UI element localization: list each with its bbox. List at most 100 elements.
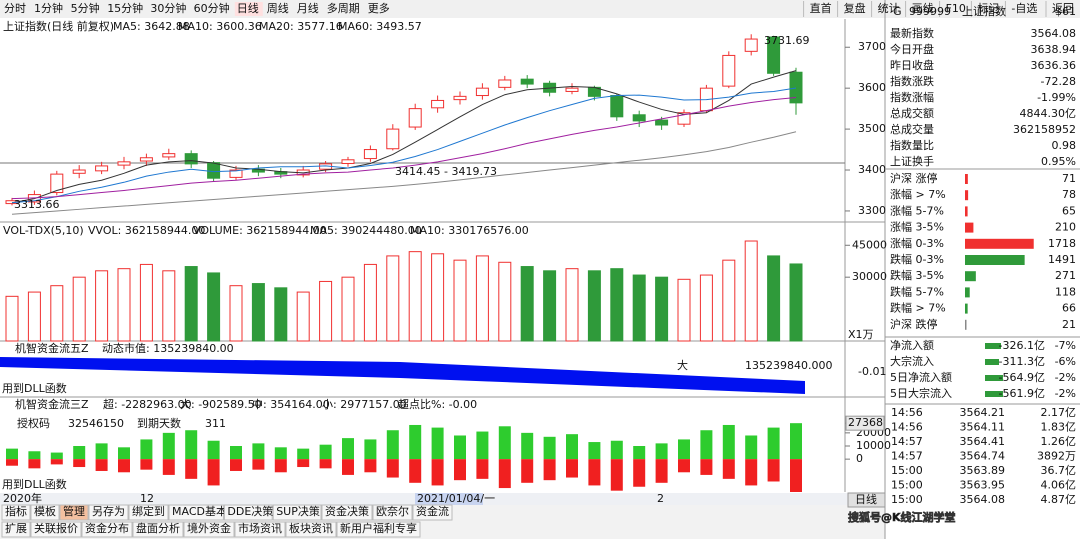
toolbar-button[interactable]: 1分钟 (34, 1, 63, 15)
flow-bar (498, 459, 511, 489)
flow-bar (297, 459, 310, 468)
tab[interactable] (168, 504, 224, 521)
volume-bar (543, 270, 557, 342)
volume-bar (520, 266, 534, 342)
tab[interactable] (372, 504, 413, 521)
quote-value: -1.99% (1037, 91, 1076, 104)
breadth-bar (965, 319, 967, 330)
tab[interactable] (336, 521, 421, 538)
tab-label[interactable]: 欧奈尔 (376, 504, 409, 518)
legend-entry: 大: -902589.50 (180, 397, 262, 411)
tab[interactable] (285, 521, 337, 538)
toolbar-button[interactable]: 标记 (977, 1, 999, 15)
toolbar-button[interactable]: 直首 (810, 1, 832, 15)
tab[interactable] (183, 521, 235, 538)
flow-bar (140, 439, 153, 460)
candle-body (386, 128, 400, 150)
flow-bar (73, 459, 86, 468)
flow-bar (28, 451, 41, 460)
tab-label[interactable]: 指标 (5, 504, 27, 518)
flow-indicator (985, 359, 999, 365)
annotation: 授权码 (17, 416, 50, 430)
flow-bar (409, 424, 422, 460)
tab-label[interactable]: 境外资金 (187, 521, 231, 535)
annotation: 3414.45 - 3419.73 (395, 165, 497, 178)
tab[interactable] (234, 521, 286, 538)
tab-label[interactable]: 市场资讯 (238, 521, 282, 535)
flow-indicator (985, 343, 1001, 349)
tab-label[interactable]: DDE决策 (227, 504, 273, 518)
panel-header: 上证指数 (962, 4, 1006, 18)
volume-bar (677, 278, 691, 342)
breadth-bar (965, 222, 974, 233)
y-tick-label: 45000 (852, 238, 887, 251)
tab[interactable] (272, 504, 322, 521)
toolbar-button[interactable]: 更多 (368, 1, 390, 15)
tab[interactable] (81, 521, 133, 538)
tab-label[interactable]: 关联报价 (34, 521, 78, 535)
toolbar-button[interactable]: 画线 (912, 1, 934, 15)
flow-bar (633, 446, 646, 460)
tab[interactable] (412, 504, 453, 521)
toolbar-button[interactable]: 返回 (1052, 2, 1074, 15)
flow-bar (454, 435, 466, 460)
toolbar-button[interactable]: 30分钟 (150, 1, 186, 15)
toolbar-button[interactable]: 多周期 (327, 1, 360, 15)
flow-bar (476, 431, 489, 460)
tab-label[interactable]: 扩展 (5, 521, 27, 535)
tab[interactable] (223, 504, 273, 521)
tab-label[interactable]: 绑定到 (132, 504, 165, 518)
tab-label[interactable]: MACD基本 (172, 504, 227, 518)
breadth-bar (965, 255, 1025, 265)
tab-label[interactable]: 盘面分析 (136, 521, 180, 535)
toolbar-button[interactable]: 月线 (297, 1, 319, 15)
tab-label[interactable]: 另存为 (92, 504, 125, 518)
toolbar-bg (0, 0, 1080, 18)
breadth-value: 1718 (1048, 237, 1076, 250)
toolbar-button[interactable]: 日线 (237, 1, 259, 15)
tab-label[interactable]: 资金分布 (85, 521, 129, 535)
flow-bar (118, 459, 130, 473)
toolbar-button[interactable]: 15分钟 (107, 1, 143, 15)
tab[interactable] (88, 504, 129, 521)
volume-bar (453, 259, 467, 342)
tick-price: 3564.74 (960, 450, 1006, 463)
legend-entry: MA5: 3642.88 (113, 20, 190, 33)
candle-body (453, 95, 467, 101)
period-button[interactable]: 日线 (855, 492, 877, 506)
flow-bar (364, 459, 377, 473)
candle-body (207, 162, 221, 179)
volume-bar (5, 295, 19, 342)
toolbar-button[interactable]: 60分钟 (194, 1, 230, 15)
toolbar-button[interactable]: 统计 (878, 2, 900, 15)
tab[interactable] (30, 521, 82, 538)
tab[interactable] (59, 504, 89, 521)
tab[interactable] (1, 521, 31, 538)
tick-price: 3563.89 (960, 464, 1006, 477)
tab-label[interactable]: 管理 (63, 504, 85, 518)
tab-label[interactable]: 板块资讯 (289, 521, 333, 535)
tab[interactable] (1, 504, 31, 521)
toolbar-button[interactable]: 5分钟 (71, 1, 100, 15)
tab[interactable] (128, 504, 169, 521)
flow-pct: -6% (1055, 355, 1076, 368)
toolbar-button[interactable]: 分时 (4, 2, 26, 15)
tab[interactable] (321, 504, 373, 521)
tab-label[interactable]: 模板 (34, 504, 56, 518)
volume-bar (744, 240, 758, 342)
flow-label: 5日净流入额 (890, 370, 952, 384)
toolbar-button[interactable]: F10 (946, 2, 966, 15)
tab-label[interactable]: 资金流 (416, 504, 449, 518)
tab-label[interactable]: SUP决策 (276, 504, 320, 518)
volume-bar (431, 253, 445, 342)
quote-value: 0.95% (1041, 155, 1076, 168)
toolbar-button[interactable]: -自选 (1011, 2, 1037, 15)
toolbar-button[interactable]: 周线 (267, 1, 289, 15)
tab[interactable] (132, 521, 184, 538)
toolbar-button[interactable]: 复盘 (844, 1, 866, 15)
annotation: 3313.66 (14, 198, 60, 211)
tab[interactable] (30, 504, 60, 521)
breadth-value: 271 (1055, 269, 1076, 282)
tab-label[interactable]: 新用户福利专享 (340, 521, 417, 535)
tab-label[interactable]: 资金决策 (325, 504, 369, 518)
